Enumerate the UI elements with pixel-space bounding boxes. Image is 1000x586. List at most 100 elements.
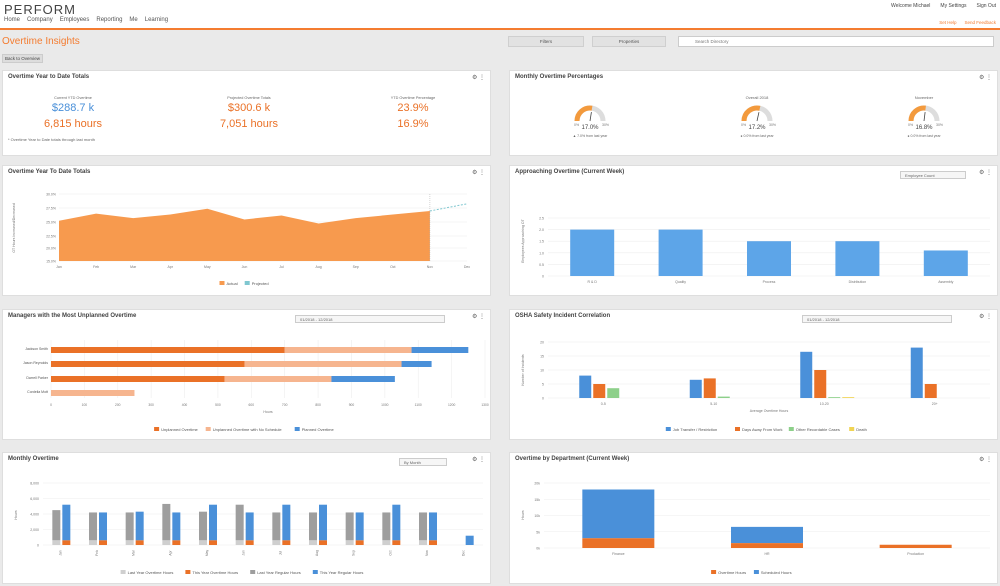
y-tick: 1.0: [539, 251, 544, 255]
y-tick: 2.5: [539, 217, 544, 221]
x-tick: 1200: [448, 403, 456, 407]
gauge-needle: [924, 112, 925, 121]
gauge-label: November: [915, 95, 934, 100]
filters-button[interactable]: Filters: [508, 36, 584, 47]
x-tick: Feb: [95, 550, 99, 556]
x-tick: Finance: [612, 552, 625, 556]
osha-bar: [842, 397, 854, 398]
y-tick: 0: [37, 544, 39, 548]
back-button[interactable]: Back to Overview: [2, 54, 43, 63]
logo[interactable]: PERFORM: [4, 2, 76, 17]
this-year-ot-bar: [209, 540, 217, 545]
x-tick: Mar: [132, 549, 136, 556]
gauge-fill: [577, 108, 592, 121]
x-tick: 100: [82, 403, 88, 407]
x-tick: Jul: [278, 551, 282, 555]
ytd-note: * Overtime Year to Date totals through l…: [8, 137, 95, 142]
x-tick: 600: [249, 403, 255, 407]
last-year-regular-bar: [272, 512, 280, 540]
feedback-link[interactable]: Send Feedback: [964, 20, 996, 25]
legend-label: Days Away From Work: [742, 427, 783, 432]
x-tick: 1300: [481, 403, 489, 407]
legend-label: Planned Overtime: [302, 427, 335, 432]
nav-home[interactable]: Home: [4, 17, 20, 23]
x-axis-label: Hours: [263, 410, 273, 414]
last-year-ot-bar: [382, 540, 390, 545]
unplanned-bar: [51, 376, 225, 382]
gauge-max: 30%: [936, 123, 943, 127]
x-tick: R & D: [588, 280, 598, 284]
x-tick: Jun: [242, 265, 248, 269]
x-tick: Jun: [242, 550, 246, 555]
ytd-hours-1: 6,815 hours: [23, 118, 123, 130]
x-tick: Jan: [56, 265, 62, 269]
no-schedule-bar: [225, 376, 332, 382]
actual-area: [59, 209, 430, 261]
this-year-regular-bar: [209, 505, 217, 541]
y-axis-label: OT Hours Increased/Decreased: [12, 203, 16, 252]
ytd-label-2: Projected Overtime Totals: [199, 96, 299, 100]
y-tick: 30.0%: [46, 193, 56, 197]
nav-learning[interactable]: Learning: [145, 17, 168, 23]
gauge-min: 0%: [574, 123, 579, 127]
this-year-ot-bar: [282, 540, 290, 545]
last-year-ot-bar: [199, 540, 207, 545]
unplanned-bar: [51, 347, 285, 353]
x-tick: Dec: [464, 265, 470, 269]
this-year-ot-bar: [62, 540, 70, 545]
approach-bar: [570, 230, 614, 276]
y-tick: 5k: [536, 530, 540, 534]
legend-label: Actual: [227, 281, 238, 286]
this-year-ot-bar: [392, 540, 400, 545]
approaching-chart: 2.5 2.0 1.5 1.0 0.5 0 Employees Approaching OT…: [510, 166, 999, 297]
this-year-ot-bar: [319, 540, 327, 545]
nav-reporting[interactable]: Reporting: [96, 17, 122, 23]
x-tick: 800: [315, 403, 321, 407]
x-tick: Nov: [425, 550, 429, 556]
this-year-ot-bar: [136, 540, 144, 545]
x-tick: Sep: [353, 265, 359, 269]
gauge-value: 17.0%: [581, 125, 599, 131]
settings-link[interactable]: My Settings: [940, 3, 966, 9]
nav-employees[interactable]: Employees: [60, 17, 90, 23]
help-link[interactable]: Set Help: [939, 20, 956, 25]
ytd-label-1: Current YTD Overtime: [23, 96, 123, 100]
x-tick: Apr: [168, 550, 172, 556]
ytd-money-1: $288.7 k: [23, 102, 123, 114]
nav-me[interactable]: Me: [129, 17, 137, 23]
legend-swatch: [121, 570, 126, 574]
manager-name: Cordelia Mott: [27, 390, 48, 394]
legend-swatch: [185, 570, 190, 574]
x-tick: Jul: [279, 265, 284, 269]
x-tick: 900: [349, 403, 355, 407]
y-tick: 15.0%: [46, 260, 56, 264]
sign-out-link[interactable]: Sign Out: [977, 3, 996, 9]
main-nav: Home Company Employees Reporting Me Lear…: [4, 17, 168, 23]
x-tick: Assembly: [938, 280, 953, 284]
gauge-sub: ● 0.0% from last year: [740, 134, 774, 138]
x-tick: 0: [50, 403, 52, 407]
search-input[interactable]: Search Directory: [678, 36, 994, 47]
osha-chart: 20 15 10 5 0 Number of Incidents 0-5 5-10 10-20 2…: [510, 310, 999, 441]
x-tick: Process: [763, 280, 776, 284]
ytd-label-3: YTD Overtime Percentage: [363, 96, 463, 100]
x-tick: Aug: [316, 265, 322, 269]
no-schedule-bar: [51, 390, 134, 396]
gauge-min: 0%: [741, 123, 746, 127]
gauge-fill: [911, 108, 926, 121]
overtime-bar: [731, 543, 803, 548]
x-tick: Jan: [58, 550, 62, 555]
nav-company[interactable]: Company: [27, 17, 53, 23]
dept-chart: 20k 15k 10k 5k 0k Hours Finance HR Production Ove…: [510, 453, 999, 585]
gauge-sub: ● 0.0% from last year: [907, 134, 941, 138]
panel-menu-icon[interactable]: ⚙ ⋮: [472, 74, 485, 81]
panel-title: Overtime Year to Date Totals: [8, 74, 89, 80]
legend-label: Overtime Hours: [718, 570, 746, 575]
properties-button[interactable]: Properties: [592, 36, 666, 47]
this-year-regular-bar: [62, 505, 70, 541]
this-year-regular-bar: [246, 512, 254, 540]
x-tick: 500: [215, 403, 221, 407]
y-axis-label: Number of Incidents: [521, 354, 525, 386]
